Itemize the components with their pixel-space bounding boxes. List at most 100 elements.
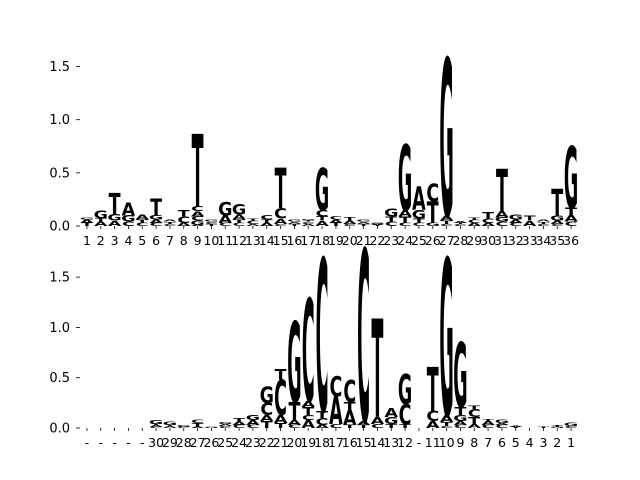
x-tick-label: 6 [498,435,506,450]
logo-letter-t: T [385,216,398,224]
logo-letter-a: A [523,220,537,228]
logo-letter-t: T [178,209,191,219]
logo-letter-g: G [495,419,509,424]
logo-letter-a: A [274,413,288,426]
x-tick-label: 13 [383,435,399,450]
logo-letter-c: C [219,222,232,227]
x-tick-label: 22 [259,435,275,450]
logo-letter-a: A [191,427,205,429]
logo-letter-c: C [509,222,522,227]
logo-letter-c: C [260,215,273,222]
logo-letter-t: T [468,217,481,220]
logo-letter-t: T [164,425,177,427]
x-tick-label: 24 [231,435,247,450]
logo-letter-t: T [427,355,439,426]
logo-letter-c: C [164,223,177,226]
x-tick-label: - [126,435,131,450]
logo-letter-g: G [163,421,177,426]
logo-letter-c: C [122,221,135,228]
y-tick-label: 0.0 [49,220,70,235]
logo-letter-c: C [440,223,453,226]
x-tick-label: - [417,435,422,450]
logo-letter-c: C [426,180,439,209]
logo-letter-t: T [371,292,383,449]
logo-letter-c: C [260,400,273,419]
logo-letter-g: G [287,219,301,222]
logo-letter-c: C [399,400,412,431]
x-tick-label: 32 [508,233,524,248]
x-tick-label: - [140,435,145,450]
logo-letter-g: G [301,219,315,221]
logo-letter-a: A [537,219,551,222]
logo-letter-c: C [330,216,343,221]
logo-letter-c: C [302,221,315,224]
logo-letter-t: T [454,405,466,418]
x-tick-label: 12 [231,233,247,248]
logo-letter-a: A [467,423,481,429]
logo-letter-t: T [233,417,245,423]
logo-letter-c: C [136,222,149,227]
logo-letter-g: G [550,215,564,223]
logo-letter-g: G [204,219,218,222]
logo-letter-c: C [496,424,509,429]
x-tick-label: 23 [245,435,261,450]
logo-letter-a: A [260,414,274,424]
logo-letter-a: A [329,219,343,224]
x-tick-label: 26 [203,435,219,450]
logo-letter-t: T [150,424,163,426]
x-tick-label: 28 [176,435,192,450]
x-tick-label: 5 [138,233,146,248]
x-tick-label: 20 [342,233,358,248]
x-tick-label: 8 [180,233,188,248]
logo-letter-c: C [302,414,315,422]
x-tick-label: 19 [300,435,316,450]
logo-letter-t: T [344,400,356,413]
x-tick-label: 27 [190,435,206,450]
logo-letter-t: T [482,418,495,421]
logo-letter-g: G [412,208,426,222]
logo-letter-t: T [302,220,315,222]
logo-letter-g: G [232,201,246,218]
x-tick-label: 5 [512,435,520,450]
logo-letter-g: G [398,128,412,232]
x-tick-label: 15 [356,435,372,450]
logo-letter-g: G [80,217,94,220]
logo-letter-t: T [330,222,342,227]
logo-letter-a: A [177,222,191,227]
x-tick-label: 11 [425,435,441,450]
logo-letter-c: C [468,219,481,224]
x-tick-label: 16 [342,435,358,450]
logo-letter-a: A [163,219,177,222]
logo-letter-g: G [564,130,578,228]
logo-letter-g: G [107,213,121,223]
logo-letter-a: A [246,223,260,226]
logo-letter-a: A [232,421,246,426]
logo-letter-a: A [357,420,371,426]
logo-letter-c: C [413,222,426,227]
x-tick-label: - [85,435,90,450]
logo-letter-g: G [94,210,108,221]
x-tick-label: 29 [162,435,178,450]
logo-letter-c: C [191,216,204,223]
x-tick-label: 35 [549,233,565,248]
logo-letter-t: T [288,223,301,226]
logo-letter-t: T [565,207,577,218]
logo-letter-c: C [316,417,329,428]
logo-letter-g: G [204,427,218,429]
logo-letter-t: T [302,405,314,418]
logo-letter-t: T [454,222,467,224]
logo-letter-c: C [177,427,190,429]
logo-letter-t: T [551,424,564,427]
logo-letter-a: A [218,214,232,225]
x-tick-label: 9 [456,435,464,450]
x-tick-label: 1 [567,435,575,450]
logo-letter-c: C [150,427,163,429]
logo-letter-a: A [288,419,302,427]
logo-letter-c: C [537,223,550,226]
y-tick-label: 0.0 [49,422,70,437]
x-tick-label: 13 [245,233,261,248]
logo-letter-a: A [260,222,274,227]
logo-letter-c: C [468,407,481,420]
x-tick-label: 2 [553,435,561,450]
